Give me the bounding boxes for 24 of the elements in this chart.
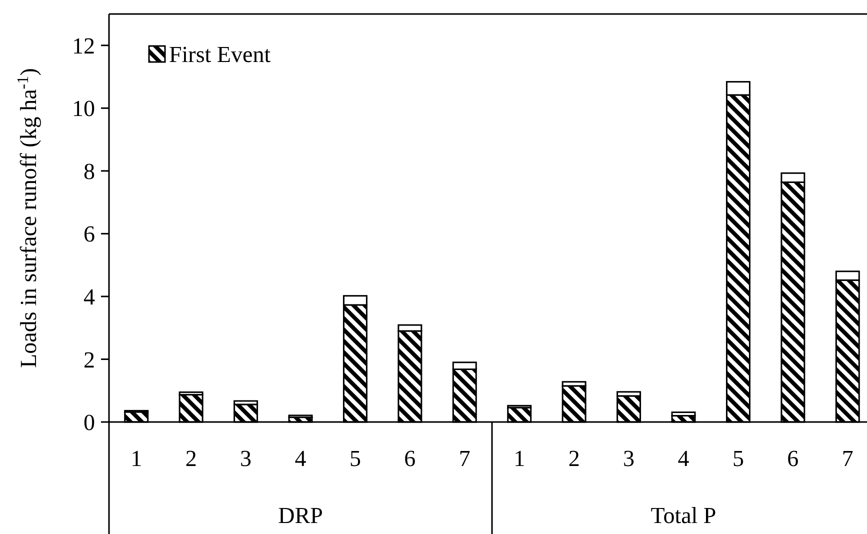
y-tick-label: 10: [72, 96, 95, 122]
x-tick-label: 7: [842, 446, 854, 471]
x-tick-label: 1: [130, 446, 142, 471]
y-tick-label: 6: [84, 222, 95, 247]
x-tick-label: 2: [568, 446, 580, 471]
y-tick-label: 8: [84, 158, 95, 184]
x-tick-label: 3: [240, 446, 252, 471]
x-tick-label: 5: [349, 446, 361, 471]
x-tick-label: 2: [185, 446, 197, 471]
x-tick-label: 4: [678, 446, 690, 471]
x-tick-label: 4: [294, 446, 307, 471]
y-tick-label: 0: [84, 410, 95, 436]
x-tick-label: 7: [458, 446, 470, 471]
y-tick-label: 4: [84, 284, 96, 310]
x-tick-label: 1: [514, 446, 526, 471]
x-tick-label: 3: [623, 446, 635, 471]
x-tick-label: 6: [404, 446, 416, 471]
text: Total P: [650, 503, 716, 528]
x-tick-label: 5: [732, 446, 744, 471]
y-tick-label: 12: [72, 33, 95, 58]
text: DRP: [278, 503, 323, 528]
y-tick-label: 2: [84, 347, 95, 372]
legend-label: First Event: [169, 42, 272, 68]
x-tick-label: 6: [787, 446, 799, 471]
